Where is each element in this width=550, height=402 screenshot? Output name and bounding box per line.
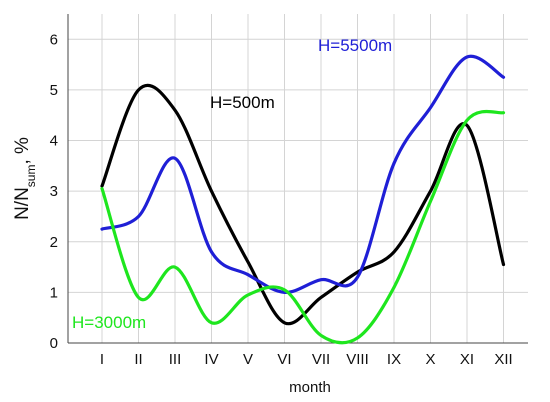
x-tick-label: I	[100, 351, 104, 368]
x-tick-label: XI	[460, 351, 474, 368]
series-line-h-5500m	[100, 54, 506, 294]
series-label-h-5500m: H=5500m	[318, 36, 392, 55]
series-line-h-3000m	[100, 109, 506, 345]
x-tick-label: VI	[277, 351, 291, 368]
x-axis-label: month	[289, 379, 331, 396]
x-tick-labels: I II III IV V VI VII VIII IX X XI XII	[100, 351, 513, 368]
series-label-h-500m: H=500m	[210, 93, 275, 112]
y-tick-label: 3	[50, 183, 58, 200]
y-tick-label: 4	[50, 133, 58, 150]
x-tick-label: IV	[204, 351, 218, 368]
x-tick-label: IX	[387, 351, 401, 368]
series-label-h-3000m: H=3000m	[72, 313, 146, 332]
y-tick-labels: 0 1 2 3 4 5 6	[50, 31, 58, 352]
y-axis-label-suffix: , %	[12, 137, 33, 165]
y-tick-label: 0	[50, 335, 58, 352]
x-tick-label: X	[425, 351, 435, 368]
y-tick-label: 6	[50, 31, 58, 48]
y-tick-label: 2	[50, 234, 58, 251]
x-tick-label: XII	[494, 351, 512, 368]
y-axis-label-subscript: sum	[24, 165, 38, 188]
grid	[68, 14, 528, 343]
x-tick-label: VII	[312, 351, 330, 368]
series-lines	[100, 54, 506, 345]
plot-frame	[67, 14, 528, 344]
series-labels: H=500m H=5500m H=3000m	[72, 36, 392, 332]
y-axis-label-base: N/N	[12, 187, 33, 220]
x-tick-label: II	[134, 351, 142, 368]
x-tick-label: III	[169, 351, 182, 368]
y-tick-label: 5	[50, 82, 58, 99]
x-tick-label: V	[243, 351, 253, 368]
y-axis-label: N/Nsum, %	[12, 137, 38, 220]
y-tick-label: 1	[50, 284, 58, 301]
x-tick-label: VIII	[346, 351, 369, 368]
